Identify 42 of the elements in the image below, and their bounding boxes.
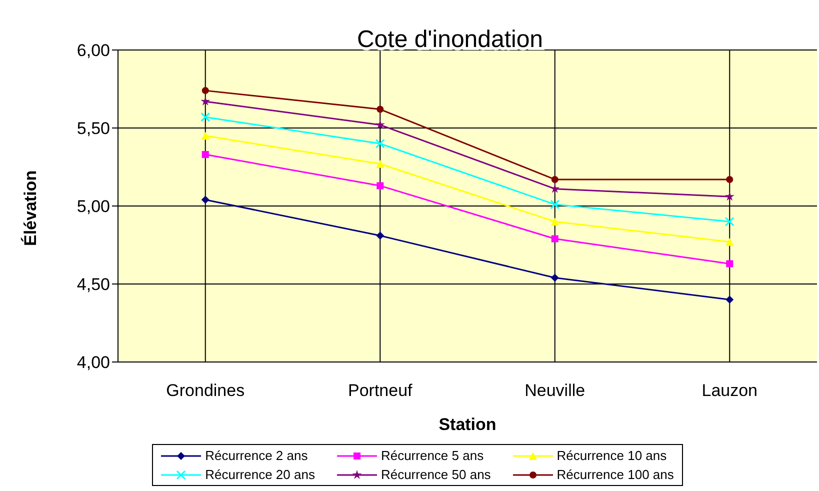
point bbox=[201, 132, 210, 140]
y-tick-label: 6,00 bbox=[76, 41, 110, 60]
x-tick-label: Lauzon bbox=[702, 381, 758, 400]
y-tick-label: 4,00 bbox=[76, 353, 110, 372]
point bbox=[376, 160, 384, 168]
point bbox=[200, 112, 210, 122]
point bbox=[726, 296, 734, 304]
point bbox=[376, 232, 384, 240]
x-tick-label: Neuville bbox=[524, 381, 586, 400]
y-tick-label: 4,50 bbox=[76, 275, 110, 294]
legend-label: Récurrence 5 ans bbox=[380, 448, 484, 463]
legend-label: Récurrence 20 ans bbox=[205, 467, 315, 482]
point bbox=[202, 151, 209, 158]
point bbox=[726, 238, 734, 246]
point bbox=[724, 216, 734, 226]
point bbox=[200, 96, 210, 106]
point bbox=[550, 274, 559, 282]
point bbox=[550, 200, 560, 210]
point bbox=[551, 176, 558, 183]
chart-title: Cote d'inondation bbox=[356, 26, 544, 53]
point bbox=[550, 184, 560, 193]
x-tick-label: Portneuf bbox=[348, 381, 413, 400]
point bbox=[202, 87, 209, 94]
point bbox=[726, 260, 734, 268]
legend-label: Récurrence 10 ans bbox=[556, 448, 667, 463]
point bbox=[375, 138, 385, 148]
y-tick-label: 5,50 bbox=[76, 119, 110, 138]
x-tick-label: Grondines bbox=[166, 381, 245, 400]
point bbox=[551, 235, 558, 242]
point bbox=[726, 176, 734, 183]
point bbox=[376, 106, 384, 113]
legend-label: Récurrence 100 ans bbox=[556, 467, 674, 482]
point bbox=[550, 218, 559, 226]
point bbox=[376, 182, 384, 190]
x-axis-title: Station bbox=[438, 415, 496, 434]
y-axis-title: Élévation bbox=[20, 170, 40, 246]
y-tick-label: 5,00 bbox=[76, 197, 110, 216]
point bbox=[201, 196, 210, 204]
legend-label: Récurrence 2 ans bbox=[205, 448, 308, 463]
point bbox=[375, 120, 385, 129]
legend-label: Récurrence 50 ans bbox=[380, 467, 491, 482]
point bbox=[724, 192, 734, 201]
